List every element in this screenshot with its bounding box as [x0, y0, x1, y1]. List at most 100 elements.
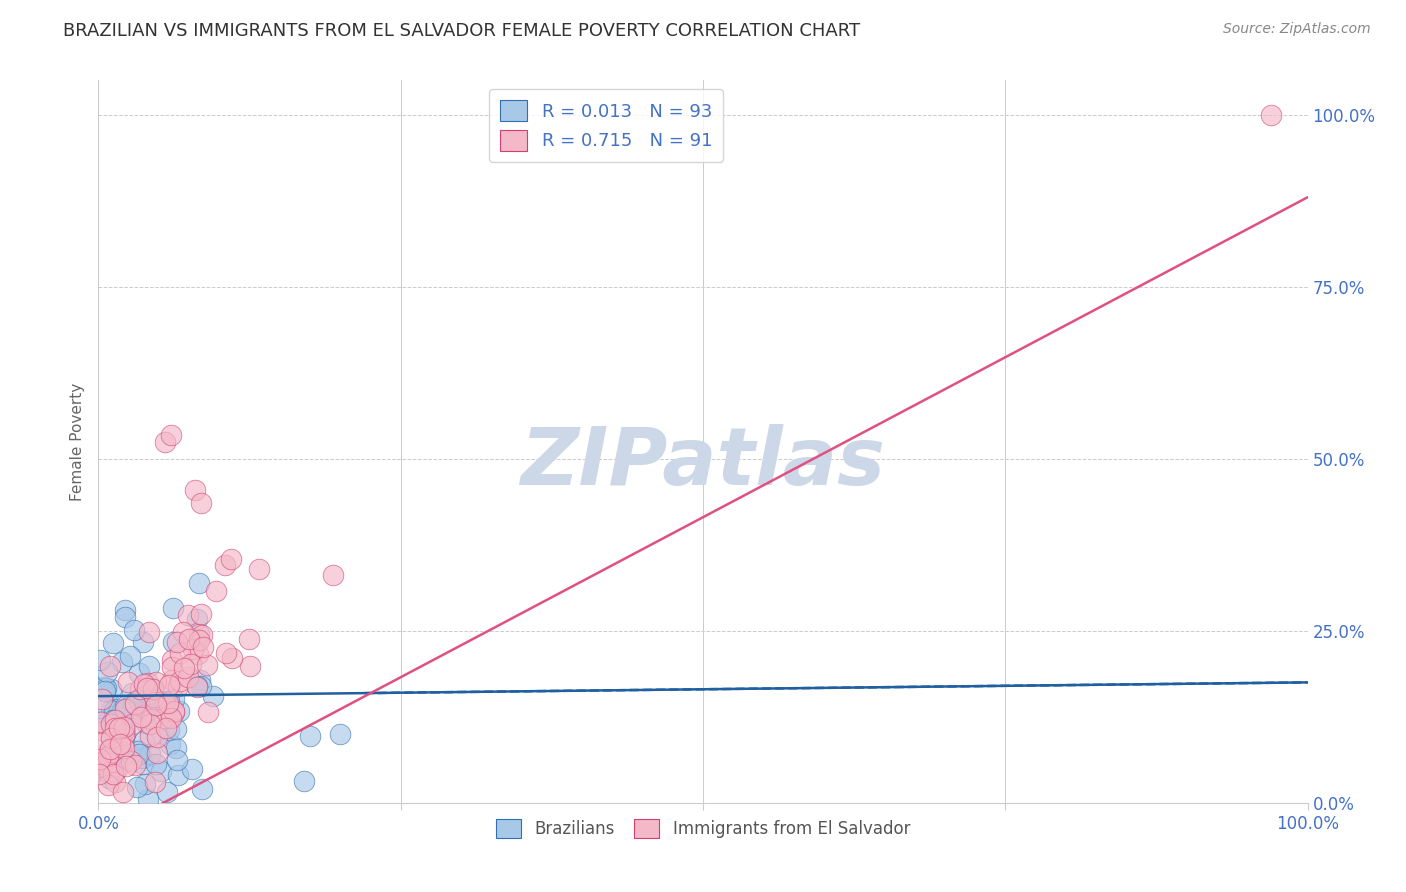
- Point: [91, 692, 114, 706]
- Point: [89, 653, 111, 667]
- Point: [112, 785, 135, 799]
- Point: [112, 741, 135, 756]
- Point: [221, 551, 243, 566]
- Point: [104, 720, 127, 734]
- Point: [214, 558, 236, 573]
- Point: [143, 690, 166, 704]
- Point: [125, 780, 148, 794]
- Point: [111, 711, 134, 725]
- Point: [155, 694, 177, 708]
- Point: [215, 646, 238, 660]
- Point: [138, 625, 160, 640]
- Point: [173, 661, 195, 675]
- Point: [195, 658, 218, 673]
- Point: [136, 676, 159, 690]
- Point: [186, 679, 208, 693]
- Point: [186, 611, 208, 625]
- Point: [322, 567, 344, 582]
- Point: [112, 728, 135, 742]
- Point: [202, 689, 225, 703]
- Point: [173, 624, 195, 639]
- Point: [94, 683, 117, 698]
- Point: [292, 773, 315, 788]
- Point: [184, 483, 207, 497]
- Point: [114, 759, 136, 773]
- Point: [160, 427, 183, 442]
- Point: [100, 762, 122, 776]
- Point: [101, 713, 124, 727]
- Text: BRAZILIAN VS IMMIGRANTS FROM EL SALVADOR FEMALE POVERTY CORRELATION CHART: BRAZILIAN VS IMMIGRANTS FROM EL SALVADOR…: [63, 22, 860, 40]
- Point: [136, 792, 159, 806]
- Point: [157, 693, 180, 707]
- Point: [132, 757, 155, 772]
- Point: [129, 681, 152, 696]
- Point: [221, 650, 243, 665]
- Point: [169, 646, 191, 660]
- Point: [97, 778, 120, 792]
- Point: [159, 723, 181, 738]
- Point: [94, 716, 117, 731]
- Point: [1260, 108, 1282, 122]
- Point: [112, 737, 135, 751]
- Point: [101, 748, 124, 763]
- Text: Source: ZipAtlas.com: Source: ZipAtlas.com: [1223, 22, 1371, 37]
- Point: [157, 696, 180, 710]
- Point: [115, 701, 138, 715]
- Point: [190, 679, 212, 693]
- Point: [167, 768, 190, 782]
- Legend: Brazilians, Immigrants from El Salvador: Brazilians, Immigrants from El Salvador: [489, 813, 917, 845]
- Point: [94, 681, 117, 695]
- Point: [128, 693, 150, 707]
- Point: [89, 767, 111, 781]
- Point: [100, 682, 122, 697]
- Point: [136, 681, 159, 695]
- Point: [167, 680, 190, 694]
- Point: [159, 709, 181, 723]
- Point: [155, 696, 177, 710]
- Point: [190, 496, 212, 510]
- Point: [100, 731, 122, 746]
- Point: [90, 714, 112, 729]
- Text: ZIPatlas: ZIPatlas: [520, 425, 886, 502]
- Point: [166, 754, 188, 768]
- Point: [188, 575, 211, 590]
- Point: [103, 704, 125, 718]
- Point: [100, 742, 122, 756]
- Point: [100, 703, 122, 717]
- Point: [155, 721, 177, 735]
- Point: [139, 681, 162, 695]
- Point: [89, 752, 111, 766]
- Point: [124, 757, 146, 772]
- Point: [93, 724, 115, 739]
- Point: [114, 702, 136, 716]
- Point: [163, 704, 186, 718]
- Point: [118, 649, 141, 664]
- Point: [135, 716, 157, 731]
- Point: [142, 681, 165, 696]
- Point: [180, 657, 202, 672]
- Point: [127, 700, 149, 714]
- Point: [191, 640, 214, 655]
- Point: [190, 607, 212, 621]
- Point: [166, 635, 188, 649]
- Point: [143, 775, 166, 789]
- Point: [101, 745, 124, 759]
- Point: [239, 658, 262, 673]
- Point: [94, 760, 117, 774]
- Point: [114, 610, 136, 624]
- Point: [139, 713, 162, 727]
- Point: [111, 746, 134, 760]
- Point: [98, 764, 121, 779]
- Point: [186, 680, 208, 694]
- Point: [145, 698, 167, 713]
- Point: [139, 747, 162, 761]
- Point: [98, 659, 121, 673]
- Point: [169, 704, 191, 718]
- Point: [96, 754, 118, 768]
- Point: [139, 702, 162, 716]
- Point: [98, 742, 121, 756]
- Point: [138, 687, 160, 701]
- Y-axis label: Female Poverty: Female Poverty: [70, 383, 86, 500]
- Point: [165, 723, 187, 737]
- Point: [132, 677, 155, 691]
